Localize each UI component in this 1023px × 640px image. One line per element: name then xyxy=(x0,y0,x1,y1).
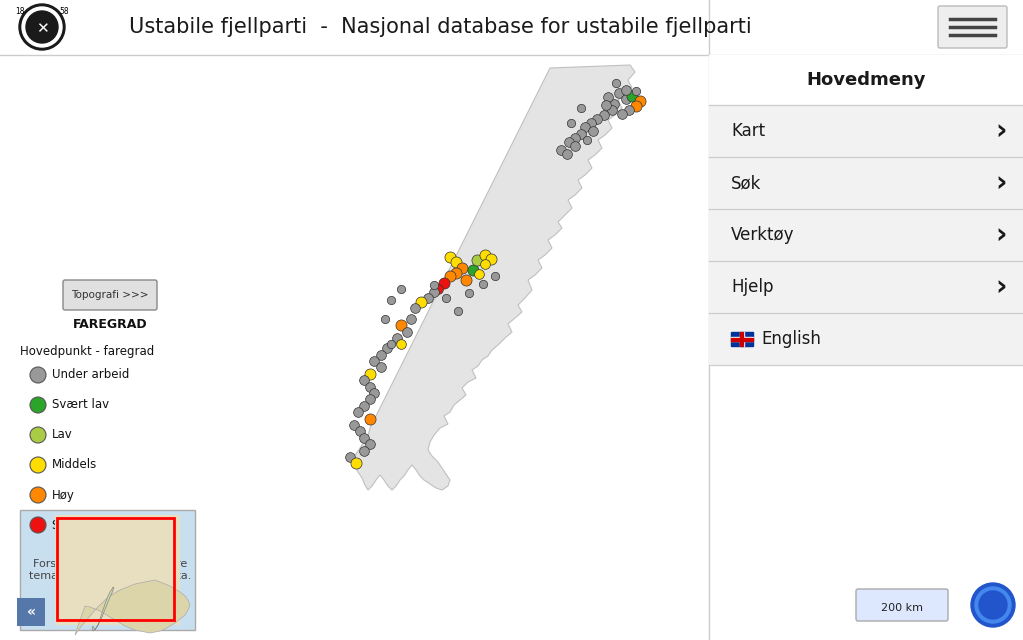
Text: 18: 18 xyxy=(15,8,25,17)
Circle shape xyxy=(19,4,65,50)
Text: «: « xyxy=(27,605,36,619)
Bar xyxy=(55,515,180,625)
Text: Under arbeid: Under arbeid xyxy=(52,369,129,381)
Text: 58: 58 xyxy=(59,8,69,17)
Bar xyxy=(731,337,753,341)
Bar xyxy=(741,332,744,346)
Bar xyxy=(709,261,1023,313)
Circle shape xyxy=(30,517,46,533)
Text: Kart: Kart xyxy=(731,122,765,140)
Text: English: English xyxy=(761,330,820,348)
Bar xyxy=(0,0,1023,55)
Circle shape xyxy=(979,591,1007,619)
Circle shape xyxy=(30,457,46,473)
Text: Hovedpunkt - faregrad: Hovedpunkt - faregrad xyxy=(20,346,154,358)
Circle shape xyxy=(30,427,46,443)
Polygon shape xyxy=(75,580,190,635)
Text: Hovedmeny: Hovedmeny xyxy=(806,71,926,89)
Circle shape xyxy=(30,487,46,503)
Text: Svært høy: Svært høy xyxy=(52,518,114,531)
FancyBboxPatch shape xyxy=(938,6,1007,48)
Bar xyxy=(731,337,753,340)
Bar xyxy=(709,105,1023,157)
Text: Topografi >>>: Topografi >>> xyxy=(72,290,148,300)
Text: ›: › xyxy=(995,273,1007,301)
Circle shape xyxy=(30,367,46,383)
Circle shape xyxy=(975,587,1011,623)
FancyBboxPatch shape xyxy=(63,280,157,310)
Polygon shape xyxy=(92,587,114,631)
Text: ✕: ✕ xyxy=(36,22,48,36)
Text: ›: › xyxy=(995,221,1007,249)
Bar xyxy=(709,55,1023,105)
Text: Middels: Middels xyxy=(52,458,97,472)
Bar xyxy=(20,510,195,630)
Text: 200 km: 200 km xyxy=(881,603,923,613)
Text: Høy: Høy xyxy=(52,488,75,502)
Text: Søk: Søk xyxy=(731,174,761,192)
Text: Svært lav: Svært lav xyxy=(52,399,109,412)
Polygon shape xyxy=(352,65,635,490)
Circle shape xyxy=(26,11,58,43)
Bar xyxy=(709,313,1023,365)
FancyBboxPatch shape xyxy=(856,589,948,621)
Text: ›: › xyxy=(995,117,1007,145)
Text: Hjelp: Hjelp xyxy=(731,278,773,296)
Text: Forstørr kartet for å se flere
tema og mer detaljerte data.: Forstørr kartet for å se flere tema og m… xyxy=(29,559,191,581)
Text: ›: › xyxy=(995,169,1007,197)
Bar xyxy=(709,157,1023,209)
Circle shape xyxy=(23,7,62,47)
Bar xyxy=(709,55,1023,640)
Circle shape xyxy=(30,397,46,413)
Bar xyxy=(57,518,174,620)
Bar xyxy=(731,332,753,346)
Bar xyxy=(709,209,1023,261)
Text: Verktøy: Verktøy xyxy=(731,226,795,244)
Bar xyxy=(17,598,45,626)
Circle shape xyxy=(971,583,1015,627)
Bar xyxy=(740,332,744,346)
Text: Ustabile fjellparti  -  Nasjonal database for ustabile fjellparti: Ustabile fjellparti - Nasjonal database … xyxy=(129,17,751,37)
Text: FAREGRAD: FAREGRAD xyxy=(73,319,147,332)
Text: Lav: Lav xyxy=(52,429,73,442)
